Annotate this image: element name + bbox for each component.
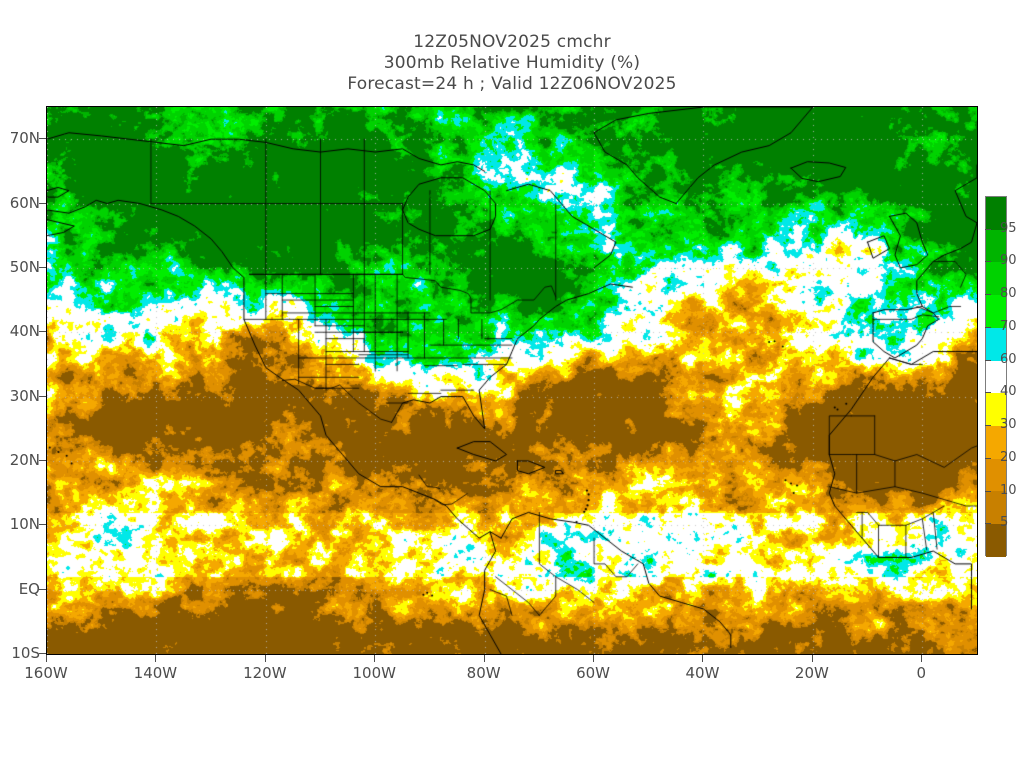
longitude-tick-label: 0 bbox=[916, 664, 927, 682]
longitude-tick-label: 100W bbox=[352, 664, 396, 682]
colorbar-band bbox=[986, 491, 1006, 525]
chart-title-block: 12Z05NOV2025 cmchr 300mb Relative Humidi… bbox=[0, 32, 1024, 95]
colorbar-tick-label: 20 bbox=[1000, 449, 1017, 465]
latitude-tick-mark bbox=[39, 459, 46, 461]
latitude-tick-mark bbox=[39, 202, 46, 204]
latitude-tick-label: EQ bbox=[18, 579, 40, 598]
colorbar-tick-mark bbox=[985, 457, 991, 459]
colorbar-tick-mark bbox=[985, 359, 991, 361]
latitude-tick-label: 10N bbox=[9, 515, 40, 534]
latitude-tick-mark bbox=[39, 524, 46, 526]
colorbar-tick-mark bbox=[985, 294, 991, 296]
longitude-tick-mark bbox=[155, 655, 157, 662]
longitude-tick-label: 20W bbox=[794, 664, 829, 682]
latitude-tick-label: 50N bbox=[9, 257, 40, 276]
longitude-tick-label: 140W bbox=[133, 664, 178, 682]
latitude-tick-mark bbox=[39, 138, 46, 140]
latitude-tick-mark bbox=[39, 331, 46, 333]
longitude-tick-mark bbox=[593, 655, 595, 662]
colorbar-tick-label: 95 bbox=[1000, 220, 1017, 236]
latitude-tick-mark bbox=[39, 266, 46, 268]
longitude-tick-mark bbox=[264, 655, 266, 662]
colorbar-band bbox=[986, 360, 1006, 394]
latitude-tick-label: 10S bbox=[11, 644, 40, 662]
latitude-tick-label: 70N bbox=[9, 129, 40, 148]
colorbar-tick-mark bbox=[985, 490, 991, 492]
relative-humidity-field bbox=[47, 107, 977, 654]
longitude-tick-mark bbox=[811, 655, 813, 662]
colorbar-band bbox=[986, 262, 1006, 296]
colorbar-tick-label: 40 bbox=[1000, 384, 1017, 400]
colorbar-band bbox=[986, 295, 1006, 328]
colorbar-tick-label: 5 bbox=[1000, 515, 1009, 531]
title-line-forecast: Forecast=24 h ; Valid 12Z06NOV2025 bbox=[347, 74, 677, 94]
latitude-tick-label: 60N bbox=[9, 193, 40, 212]
colorbar-tick-mark bbox=[985, 523, 991, 525]
longitude-tick-label: 120W bbox=[243, 664, 287, 682]
colorbar-band bbox=[986, 197, 1006, 230]
colorbar-band bbox=[986, 524, 1006, 557]
latitude-tick-label: 20N bbox=[9, 450, 40, 469]
colorbar-tick-mark bbox=[985, 261, 991, 263]
latitude-tick-mark bbox=[39, 588, 46, 590]
title-line-variable: 300mb Relative Humidity (%) bbox=[383, 53, 641, 73]
longitude-tick-mark bbox=[46, 655, 47, 662]
longitude-tick-mark bbox=[374, 655, 376, 662]
longitude-tick-label: 80W bbox=[466, 664, 501, 682]
latitude-tick-label: 40N bbox=[9, 322, 40, 341]
latitude-tick-label: 30N bbox=[9, 386, 40, 405]
colorbar-tick-mark bbox=[985, 228, 991, 230]
colorbar-band bbox=[986, 426, 1006, 459]
colorbar-band bbox=[986, 393, 1006, 427]
colorbar-tick-label: 80 bbox=[1000, 286, 1017, 302]
title-line-model: 12Z05NOV2025 cmchr bbox=[413, 32, 611, 52]
colorbar-tick-label: 60 bbox=[1000, 351, 1017, 367]
latitude-tick-mark bbox=[39, 395, 46, 397]
colorbar-tick-mark bbox=[985, 326, 991, 328]
longitude-tick-mark bbox=[483, 655, 485, 662]
colorbar-band bbox=[986, 229, 1006, 263]
colorbar-tick-label: 10 bbox=[1000, 482, 1017, 498]
colorbar-tick-mark bbox=[985, 425, 991, 427]
colorbar-tick-label: 90 bbox=[1000, 253, 1017, 269]
latitude-tick-mark bbox=[39, 653, 46, 654]
colorbar bbox=[985, 196, 1007, 557]
map-plot-area bbox=[46, 106, 978, 655]
colorbar-tick-label: 70 bbox=[1000, 318, 1017, 334]
longitude-tick-mark bbox=[702, 655, 704, 662]
colorbar-tick-mark bbox=[985, 392, 991, 394]
longitude-tick-label: 40W bbox=[685, 664, 720, 682]
colorbar-band bbox=[986, 458, 1006, 492]
colorbar-tick-label: 30 bbox=[1000, 417, 1017, 433]
longitude-tick-label: 60W bbox=[576, 664, 610, 682]
longitude-tick-mark bbox=[921, 655, 923, 662]
longitude-tick-label: 160W bbox=[24, 664, 68, 682]
colorbar-band bbox=[986, 327, 1006, 361]
